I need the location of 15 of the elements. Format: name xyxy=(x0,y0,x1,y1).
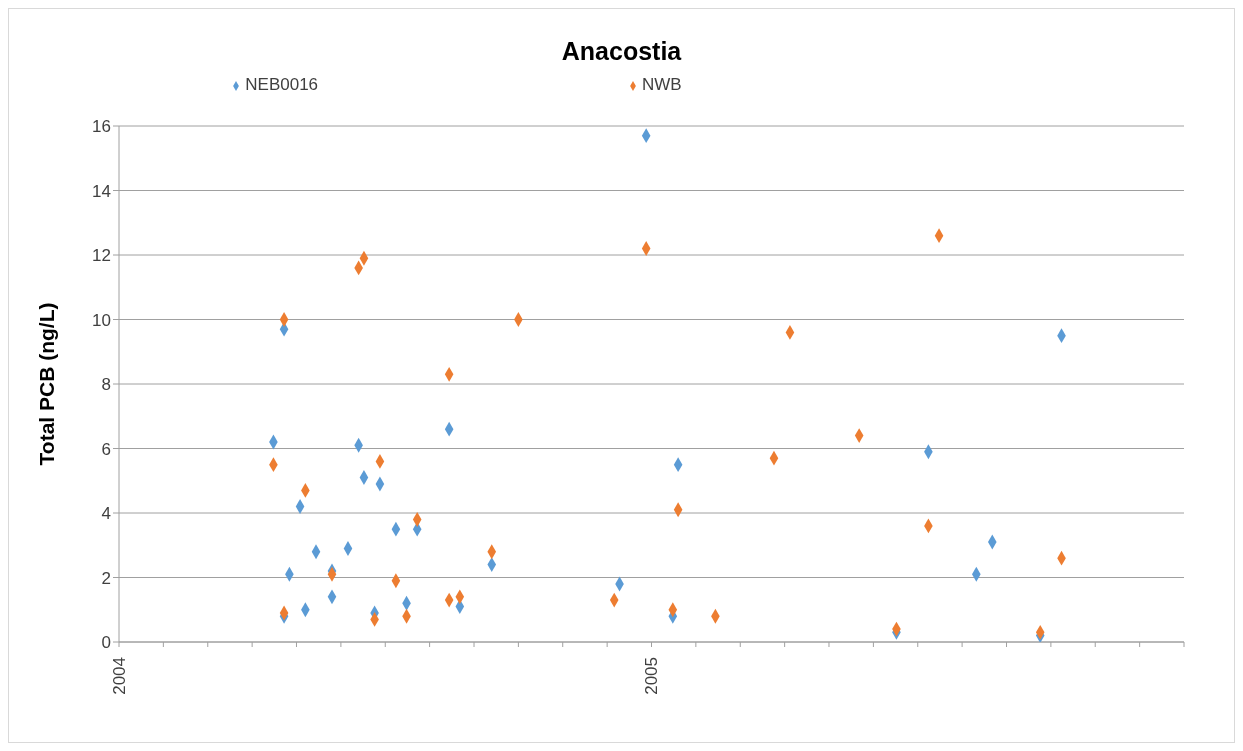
y-tick-label: 14 xyxy=(92,181,111,201)
y-axis-title: Total PCB (ng/L) xyxy=(35,302,59,466)
legend-label: NWB xyxy=(642,75,682,94)
y-tick-label: 10 xyxy=(92,310,111,330)
legend-label: NEB0016 xyxy=(245,75,319,94)
y-tick-label: 6 xyxy=(101,439,111,459)
x-tick-label: 2004 xyxy=(109,657,129,695)
y-tick-label: 16 xyxy=(92,117,111,137)
y-tick-label: 0 xyxy=(101,633,111,653)
y-tick-label: 4 xyxy=(101,504,111,524)
x-tick-label: 2005 xyxy=(642,657,661,695)
y-tick-label: 12 xyxy=(92,246,111,266)
y-tick-label: 2 xyxy=(101,568,111,588)
y-tick-label: 8 xyxy=(101,375,111,395)
chart-title: Anacostia xyxy=(560,37,683,66)
